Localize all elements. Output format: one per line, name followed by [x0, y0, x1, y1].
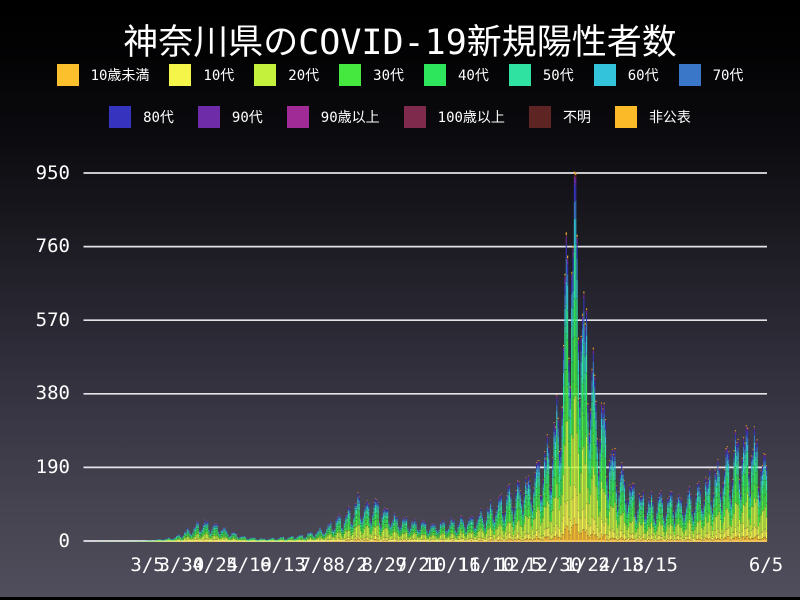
- x-axis-label: 10/16: [423, 554, 481, 576]
- x-axis-label: 11/10: [457, 554, 515, 576]
- legend-row-2: 80代 90代 90歳以上 100歳以上 不明 非公表: [0, 106, 800, 128]
- legend-item-12: 不明: [528, 106, 591, 128]
- y-axis-label: 570: [35, 308, 70, 331]
- legend-label-0: 10歳未満: [90, 68, 150, 84]
- legend-swatch-9: [197, 106, 220, 128]
- legend-swatch-10: [286, 106, 309, 128]
- x-axis-label: 8/27: [361, 554, 408, 576]
- legend-swatch-5: [508, 64, 531, 86]
- y-axis-label: 190: [35, 455, 70, 478]
- x-axis-label: 5/19: [226, 554, 272, 576]
- legend-label-2: 20代: [288, 68, 320, 84]
- legend-label-8: 80代: [143, 110, 174, 126]
- x-axis-label: 4/24: [192, 554, 239, 576]
- legend-swatch-4: [424, 64, 446, 86]
- legend-item-2: 20代: [254, 64, 319, 86]
- legend-label-1: 10代: [203, 68, 235, 84]
- legend-swatch-7: [678, 64, 701, 86]
- legend-label-10: 90歳以上: [320, 110, 380, 126]
- legend-item-4: 40代: [424, 64, 489, 86]
- x-axis-label: 12/30: [524, 554, 583, 576]
- legend-item-7: 70代: [678, 64, 744, 86]
- x-axis-label: 1/24: [564, 554, 611, 576]
- x-axis-label: 3/30: [158, 554, 205, 576]
- legend-swatch-0: [56, 64, 79, 86]
- legend-swatch-6: [593, 64, 616, 86]
- legend-item-11: 100歳以上: [403, 106, 505, 128]
- legend-item-1: 10代: [169, 64, 234, 86]
- legend-label-7: 70代: [712, 68, 744, 84]
- legend-label-3: 30代: [373, 68, 404, 84]
- y-axis-label: 380: [35, 382, 70, 405]
- chart-title: 神奈川県のCOVID-19新規陽性者数: [123, 23, 677, 63]
- legend-label-13: 非公表: [648, 110, 691, 126]
- legend-item-5: 50代: [508, 64, 574, 86]
- legend-item-8: 80代: [109, 106, 174, 128]
- x-axis-label: 6/5: [748, 554, 784, 576]
- legend-label-4: 40代: [458, 68, 489, 84]
- legend-label-6: 60代: [627, 68, 659, 84]
- legend-swatch-3: [339, 64, 362, 86]
- legend-item-0: 10歳未満: [56, 64, 150, 86]
- legend-label-11: 100歳以上: [437, 110, 505, 126]
- legend-label-9: 90代: [231, 110, 263, 126]
- legend-item-10: 90歳以上: [286, 106, 380, 128]
- y-axis-label: 950: [35, 161, 70, 184]
- x-axis-label: 7/8: [299, 554, 334, 576]
- x-axis-label: 12/5: [496, 554, 543, 576]
- x-axis-label: 6/13: [260, 554, 306, 576]
- legend-item-6: 60代: [593, 64, 659, 86]
- bottom-strip: [0, 597, 800, 600]
- legend-swatch-11: [403, 106, 426, 128]
- y-axis-label: 760: [35, 235, 70, 258]
- legend-swatch-13: [614, 106, 637, 128]
- x-axis-label: 9/21: [395, 554, 442, 576]
- legend-item-3: 30代: [339, 64, 404, 86]
- legend-swatch-12: [528, 106, 551, 128]
- x-axis-label: 8/2: [333, 554, 368, 576]
- x-axis-label: 3/15: [632, 554, 678, 576]
- legend-label-12: 不明: [562, 110, 591, 126]
- legend-item-9: 90代: [197, 106, 263, 128]
- legend-label-5: 50代: [542, 68, 574, 84]
- y-axis-label: 0: [58, 529, 70, 552]
- x-axis-label: 2/18: [598, 554, 645, 576]
- legend-swatch-2: [254, 64, 277, 86]
- legend-swatch-1: [169, 64, 192, 86]
- x-axis-label: 3/5: [130, 554, 165, 576]
- legend-row-1: 10歳未満 10代 20代 30代 40代 50代 60代 70代: [0, 64, 800, 86]
- legend-swatch-8: [109, 106, 132, 128]
- legend-item-13: 非公表: [614, 106, 691, 128]
